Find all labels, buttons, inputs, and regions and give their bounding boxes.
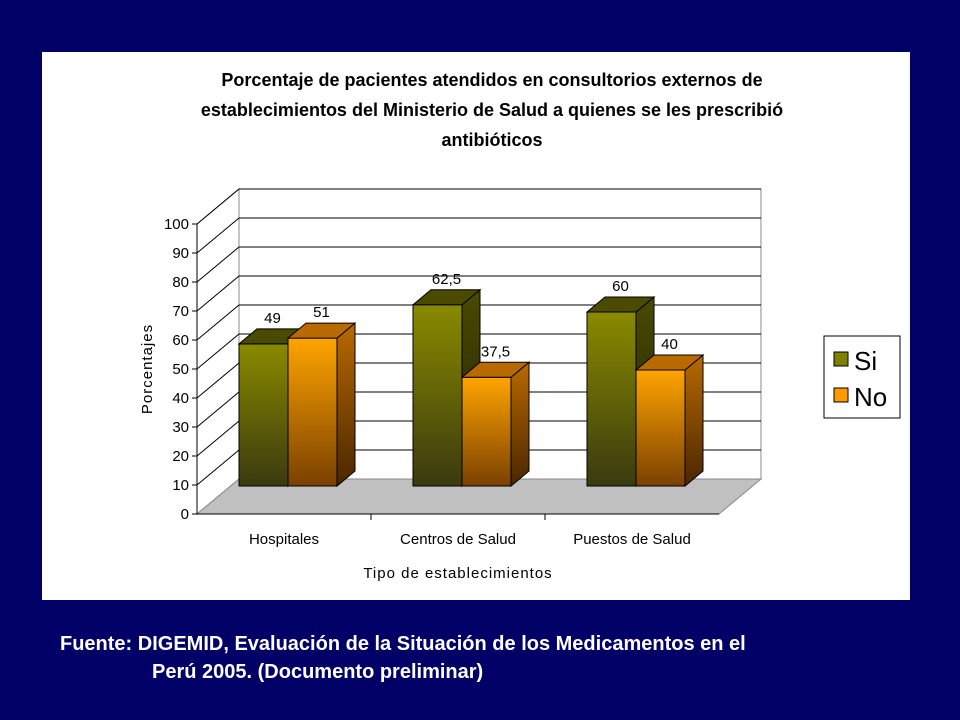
bar-side — [510, 361, 530, 488]
y-tick-label: 40 — [172, 390, 189, 407]
bar-front — [238, 343, 289, 487]
y-tick-label: 50 — [172, 361, 189, 378]
bar-top — [411, 289, 482, 306]
x-category-label: Hospitales — [249, 531, 319, 548]
source-note: Fuente: DIGEMID, Evaluación de la Situac… — [60, 630, 746, 686]
gridline — [196, 217, 761, 254]
source-line-2: Perú 2005. (Documento preliminar) — [152, 661, 484, 683]
chart-title: Porcentaje de pacientes atendidos en con… — [201, 70, 783, 150]
legend-box — [823, 335, 901, 419]
bar-top — [460, 361, 531, 378]
bar-front — [287, 337, 338, 487]
bar-side — [336, 322, 356, 488]
bar-side — [684, 353, 704, 488]
bar-top — [634, 354, 705, 371]
bar-chart: Porcentaje de pacientes atendidos en con… — [139, 70, 901, 582]
category-labels: Hospitales Centros de Salud Puestos de Sal… — [249, 531, 691, 548]
chart-title-line-2: establecimientos del Ministerio de Salud… — [201, 100, 783, 120]
legend-label-si: Si — [854, 346, 877, 376]
y-tick-label: 0 — [181, 506, 189, 523]
gridline — [196, 246, 761, 283]
bars — [237, 288, 705, 488]
chart-panel: Porcentaje de pacientes atendidos en con… — [42, 52, 910, 600]
data-label: 60 — [612, 278, 629, 295]
gridline — [196, 188, 761, 225]
y-tick-label: 20 — [172, 448, 189, 465]
x-category-label: Centros de Salud — [400, 531, 516, 548]
legend-label-no: No — [854, 382, 887, 412]
y-tick-label: 80 — [172, 274, 189, 291]
y-tick-label: 100 — [164, 216, 189, 233]
y-tick-label: 60 — [172, 332, 189, 349]
x-category-label: Puestos de Salud — [573, 531, 691, 548]
data-label: 51 — [313, 304, 330, 321]
bar-front — [412, 304, 463, 487]
data-labels: 49 51 62,5 37,5 60 40 — [264, 271, 678, 361]
y-tick-label: 70 — [172, 303, 189, 320]
bar-no-0 — [286, 322, 357, 488]
data-label: 40 — [661, 336, 678, 353]
chart-title-line-3: antibióticos — [441, 130, 542, 150]
legend-swatch-no — [833, 387, 849, 403]
gridline — [196, 304, 761, 341]
bar-no-2 — [634, 353, 705, 488]
data-label: 37,5 — [481, 343, 510, 360]
y-tick-label: 10 — [172, 477, 189, 494]
bar-top — [585, 296, 656, 313]
y-tick-label: 30 — [172, 419, 189, 436]
bar-front — [461, 376, 512, 487]
bar-front — [586, 311, 637, 487]
legend-swatch-si — [833, 351, 849, 367]
source-line-1: Fuente: DIGEMID, Evaluación de la Situac… — [60, 633, 746, 655]
bar-no-1 — [460, 361, 531, 488]
y-axis-title: Porcentajes — [139, 324, 156, 414]
chart-title-line-1: Porcentaje de pacientes atendidos en con… — [221, 70, 762, 90]
gridline — [196, 275, 761, 312]
y-tick-labels: 0 10 20 30 40 50 60 70 80 90 100 — [164, 216, 197, 523]
data-label: 62,5 — [432, 271, 461, 288]
bar-top — [286, 322, 357, 339]
legend: Si No — [823, 335, 901, 419]
bar-front — [635, 369, 686, 487]
data-label: 49 — [264, 310, 281, 327]
x-axis-title: Tipo de establecimientos — [363, 565, 552, 582]
y-tick-label: 90 — [172, 245, 189, 262]
